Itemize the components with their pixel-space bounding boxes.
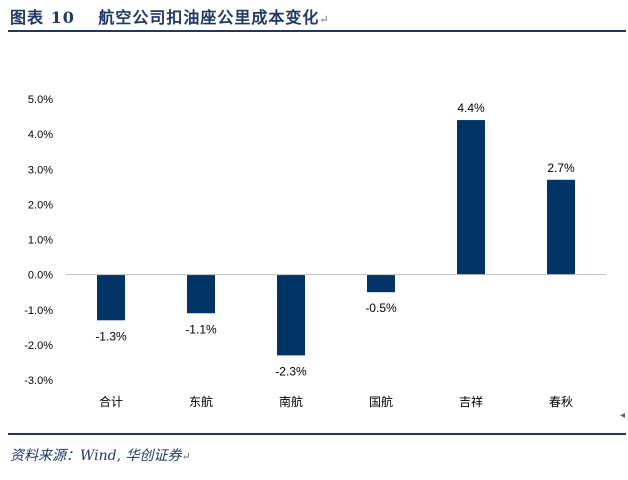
bar: [457, 120, 485, 275]
y-tick-label: 1.0%: [28, 235, 53, 247]
figure-footer: 资料来源：Wind, 华创证券↵: [8, 433, 626, 480]
x-tick-label: 吉祥: [459, 395, 483, 409]
data-label: 4.4%: [457, 101, 485, 115]
data-label: -0.5%: [365, 301, 397, 315]
y-tick-label: 5.0%: [28, 94, 53, 106]
y-axis: 5.0% 4.0% 3.0% 2.0% 1.0% 0.0% -1.0% -2.0% -3.0%: [24, 94, 53, 387]
paragraph-mark-icon: ↵: [181, 450, 191, 463]
x-tick-label: 合计: [99, 394, 123, 409]
figure-header: 图表 10 航空公司扣油座公里成本变化↵: [8, 0, 626, 32]
corner-mark-icon: ◂: [620, 410, 626, 421]
data-label: -1.1%: [185, 322, 217, 336]
x-tick-label: 东航: [189, 394, 213, 409]
figure-title-text: 图表 10 航空公司扣油座公里成本变化: [10, 8, 320, 27]
paragraph-mark-icon: ↵: [319, 13, 330, 26]
x-tick-label: 南航: [279, 394, 303, 409]
bar: [277, 274, 305, 356]
data-label: 2.7%: [547, 161, 575, 175]
x-axis: 合计 东航 南航 国航 吉祥 春秋: [99, 394, 573, 409]
bar-series: [97, 120, 575, 356]
y-tick-label: -1.0%: [24, 305, 53, 317]
bar: [187, 274, 215, 314]
x-tick-label: 春秋: [549, 395, 573, 409]
y-tick-label: 3.0%: [28, 164, 53, 176]
x-tick-label: 国航: [369, 394, 393, 409]
source-text: 资料来源：Wind, 华创证券: [10, 448, 182, 464]
bar: [367, 274, 395, 293]
y-tick-label: 4.0%: [28, 129, 53, 141]
y-tick-label: 0.0%: [28, 270, 53, 282]
y-tick-label: 2.0%: [28, 199, 53, 211]
data-labels: -1.3% -1.1% -2.3% -0.5% 4.4% 2.7%: [95, 101, 575, 378]
bar-chart: 5.0%4.0%3.0%2.0%1.0%0.0%-1.0%-2.0%-3.0% …: [24, 94, 606, 409]
data-label: -1.3%: [95, 329, 127, 343]
y-tick-label: -3.0%: [24, 375, 53, 387]
chart-area: 5.0% 4.0% 3.0% 2.0% 1.0% 0.0% -1.0% -2.0% -3.0% …: [0, 32, 628, 432]
bar: [97, 274, 125, 321]
data-label: -2.3%: [275, 364, 307, 378]
y-tick-label: -2.0%: [24, 340, 53, 352]
bar: [547, 179, 575, 275]
source-note: 资料来源：Wind, 华创证券↵: [10, 445, 191, 465]
figure-title: 图表 10 航空公司扣油座公里成本变化↵: [10, 4, 330, 28]
